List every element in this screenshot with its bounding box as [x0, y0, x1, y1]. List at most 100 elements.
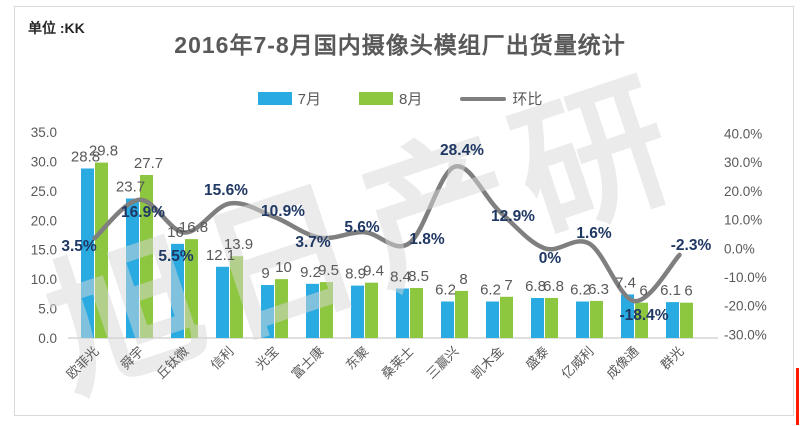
bar-label-aug: 9.4	[363, 263, 384, 280]
bar-label-aug: 6	[684, 283, 692, 300]
y-axis-left-tick: 20.0	[31, 213, 57, 228]
bar-aug-东聚	[365, 282, 378, 338]
bar-label-jul: 8.9	[345, 266, 366, 283]
ratio-pct-label: 5.6%	[344, 219, 380, 236]
bar-aug-三赢兴	[455, 290, 468, 338]
y-axis-right-tick: -30.0%	[724, 327, 767, 342]
y-axis-right-tick: 0.0%	[724, 241, 755, 256]
y-axis-right-tick: 30.0%	[724, 155, 762, 170]
ratio-line-series	[92, 164, 682, 304]
x-axis-label-群光: 群光	[658, 344, 687, 373]
bar-jul-亿威利	[576, 301, 589, 338]
bar-label-aug: 6.3	[588, 281, 609, 298]
bar-label-jul: 6.2	[570, 282, 591, 299]
bar-label-jul: 12.1	[206, 247, 235, 264]
bar-jul-三赢兴	[441, 301, 454, 338]
bar-label-jul: 16	[167, 224, 184, 241]
chart-title: 2016年7-8月国内摄像头模组厂出货量统计	[174, 32, 626, 58]
y-axis-right-tick: 40.0%	[724, 127, 762, 142]
bar-jul-欧菲光	[81, 168, 94, 338]
bar-jul-富士康	[306, 283, 319, 338]
bar-label-aug: 7	[504, 277, 512, 294]
ratio-pct-label: 10.9%	[261, 203, 305, 220]
legend: 7月 8月 环比	[0, 88, 800, 109]
bar-label-aug: 6.8	[543, 278, 564, 295]
legend-color-swatch	[257, 92, 292, 105]
x-axis-label-光宝: 光宝	[253, 344, 282, 373]
bar-label-jul: 6.1	[660, 282, 681, 299]
bar-label-jul: 6.2	[480, 282, 501, 299]
x-axis-label-桑莱士: 桑莱士	[378, 344, 416, 382]
bar-aug-丘钛微	[185, 239, 198, 338]
bar-label-aug: 29.8	[89, 143, 118, 160]
bar-label-jul: 6.2	[435, 282, 456, 299]
bar-label-aug: 27.7	[134, 155, 163, 172]
bar-aug-富士康	[320, 282, 333, 338]
ratio-pct-label: 3.5%	[61, 238, 97, 255]
ratio-pct-label: 28.4%	[440, 142, 484, 159]
ratio-pct-label: 12.9%	[491, 208, 535, 225]
y-axis-right-tick: 10.0%	[724, 213, 762, 228]
x-axis-label-凯木金: 凯木金	[468, 344, 506, 382]
bar-aug-凯木金	[500, 296, 513, 338]
bar-label-jul: 28.8	[71, 148, 100, 165]
ratio-pct-label: 0%	[539, 250, 562, 267]
x-axis-label-三赢兴: 三赢兴	[423, 344, 461, 382]
y-axis-right-tick: -20.0%	[724, 299, 767, 314]
y-axis-left-tick: 5.0	[38, 302, 57, 317]
bar-aug-光宝	[275, 279, 288, 338]
red-edge-marker	[796, 368, 799, 425]
bar-aug-舜宇	[140, 174, 153, 338]
legend-line-swatch	[460, 96, 507, 101]
y-axis-left-tick: 35.0	[31, 125, 57, 140]
bar-jul-东聚	[351, 285, 364, 338]
ratio-pct-label: 1.6%	[576, 225, 612, 242]
bar-jul-凯木金	[486, 301, 499, 338]
x-axis-label-富士康: 富士康	[288, 344, 326, 382]
bar-label-jul: 23.7	[116, 179, 145, 196]
y-axis-left-tick: 30.0	[31, 154, 57, 169]
bar-jul-桑莱士	[396, 288, 409, 338]
bar-label-aug: 13.9	[224, 236, 253, 253]
bar-aug-成像通	[635, 302, 648, 338]
bar-jul-群光	[666, 302, 679, 338]
bar-label-jul: 7.4	[615, 274, 636, 291]
bar-label-aug: 6	[639, 283, 647, 300]
ratio-pct-label: 1.8%	[409, 231, 445, 248]
x-axis-label-欧菲光: 欧菲光	[63, 344, 101, 382]
bar-label-aug: 9.5	[318, 262, 339, 279]
y-axis-left-tick: 15.0	[31, 243, 57, 258]
x-axis-label-舜宇: 舜宇	[118, 344, 147, 373]
unit-label: 单位 :KK	[28, 20, 85, 36]
bar-aug-群光	[680, 302, 693, 338]
bar-jul-盛泰	[531, 297, 544, 338]
x-axis-label-信利: 信利	[208, 344, 237, 373]
ratio-pct-label: 5.5%	[158, 248, 194, 265]
legend-item-7月: 7月	[257, 88, 321, 109]
bar-label-jul: 8.4	[390, 269, 411, 286]
y-axis-right-tick: 20.0%	[724, 184, 762, 199]
bar-label-aug: 16.8	[179, 219, 208, 236]
legend-item-8月: 8月	[358, 88, 422, 109]
bar-jul-成像通	[621, 294, 634, 338]
legend-label: 7月	[297, 91, 321, 108]
bar-aug-信利	[230, 256, 243, 338]
ratio-pct-label: 16.9%	[121, 204, 165, 221]
bar-label-jul: 9	[261, 265, 269, 282]
legend-label: 环比	[512, 91, 543, 108]
bar-aug-桑莱士	[410, 287, 423, 338]
bar-jul-光宝	[261, 285, 274, 338]
bar-label-jul: 6.8	[525, 278, 546, 295]
ratio-pct-label: -18.4%	[619, 307, 668, 324]
bar-jul-信利	[216, 266, 229, 338]
x-axis-label-东聚: 东聚	[343, 344, 372, 373]
bar-label-jul: 9.2	[300, 264, 321, 281]
x-axis-label-丘钛微: 丘钛微	[153, 344, 191, 382]
bar-jul-舜宇	[126, 198, 139, 338]
y-axis-left-tick: 25.0	[31, 184, 57, 199]
legend-item-环比: 环比	[460, 88, 542, 109]
bar-aug-欧菲光	[95, 162, 108, 338]
bar-label-aug: 8	[459, 271, 467, 288]
bar-aug-亿威利	[590, 300, 603, 338]
